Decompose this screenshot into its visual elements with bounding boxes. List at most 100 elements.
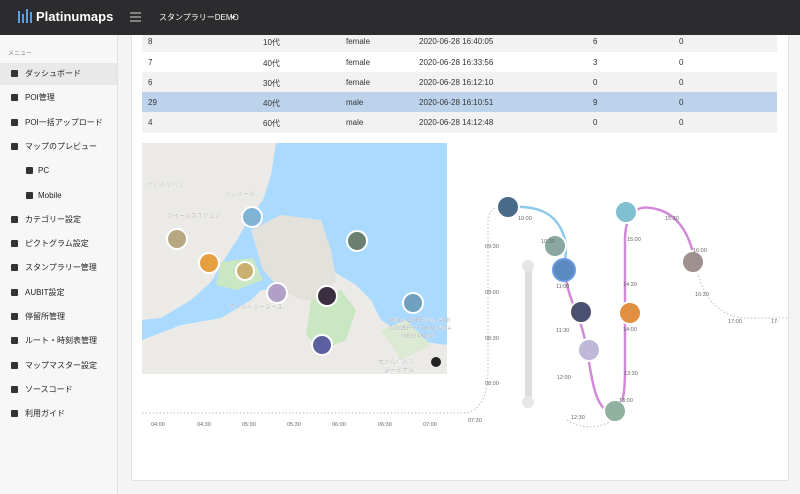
table-cell: 2020-06-28 14:12:48 <box>419 118 494 127</box>
table-row[interactable]: 7 40代 female 2020-06-28 16:33:56 3 0 <box>142 52 777 73</box>
project-selector[interactable]: スタンプラリーDEMO <box>159 13 239 22</box>
slider-track[interactable] <box>525 262 532 405</box>
menu-item[interactable]: スタンプラリー管理 <box>0 257 117 279</box>
menu-item[interactable]: カテゴリー設定 <box>0 209 117 231</box>
table-row[interactable]: 4 60代 male 2020-06-28 14:12:48 0 0 <box>142 112 777 133</box>
menu-label: 利用ガイド <box>25 409 65 419</box>
dashboard-card: けいゆう病院 展示ホール クイーンズスクエア ワールドポーターズ KING, QUEEN… <box>131 35 789 481</box>
menu-label: カテゴリー設定 <box>25 214 81 224</box>
time-label: 10:30 <box>541 239 555 245</box>
map-photo-pins[interactable] <box>166 206 424 356</box>
menu-icon <box>11 410 18 418</box>
menu-icon <box>11 94 18 102</box>
table-row[interactable]: 29 40代 male 2020-06-28 16:10:51 9 0 <box>142 92 777 113</box>
menu-item[interactable]: ピクトグラム設定 <box>0 233 117 255</box>
menu-item[interactable]: マップマスター設定 <box>0 355 117 377</box>
time-label: 08:30 <box>485 336 499 342</box>
table-cell: 29 <box>148 98 157 107</box>
table-cell: male <box>346 98 364 107</box>
menu-item[interactable]: Mobile <box>0 185 117 207</box>
menu-item[interactable]: PC <box>0 160 117 182</box>
logo[interactable]: Platinumaps <box>36 9 113 24</box>
table-cell: 2020-06-28 16:12:10 <box>419 78 494 87</box>
table-cell: 2020-06-28 16:33:56 <box>419 58 494 67</box>
menu-label: スタンプラリー管理 <box>25 263 97 273</box>
map-pier <box>251 215 336 300</box>
time-label: 11:30 <box>556 328 569 334</box>
time-label: 07:30 <box>468 418 482 424</box>
menu-icon <box>26 191 33 199</box>
menu-icon <box>11 313 18 320</box>
table-cell: 40代 <box>263 99 280 108</box>
menu-item[interactable]: ダッシュボード <box>0 63 117 85</box>
menu-label: マップマスター設定 <box>25 360 97 370</box>
logo-icon <box>18 9 32 23</box>
table-cell: 8 <box>148 37 153 46</box>
menu-label: Mobile <box>38 190 62 200</box>
menu-item[interactable]: 利用ガイド <box>0 403 117 425</box>
slider-handle[interactable] <box>522 260 534 272</box>
menu-label: POI一括アップロード <box>25 117 103 127</box>
menu-label: マップのプレビュー <box>25 141 97 151</box>
menu-icon <box>11 70 18 77</box>
table-cell: 3 <box>593 58 598 67</box>
menu-icon <box>11 240 18 248</box>
time-label: 12:30 <box>571 415 585 421</box>
menu-item[interactable]: 停留所管理 <box>0 306 117 328</box>
menu-item[interactable]: ソースコード <box>0 379 117 401</box>
slider-handle[interactable] <box>522 396 534 408</box>
map-label: 展示ホール <box>225 191 255 198</box>
menu-item[interactable]: ルート・時刻表管理 <box>0 330 117 352</box>
table-row[interactable]: 6 30代 female 2020-06-28 16:12:10 0 0 <box>142 72 777 93</box>
menu-icon <box>26 167 33 175</box>
time-label: 14:30 <box>623 282 637 288</box>
menu-label: ルート・時刻表管理 <box>25 336 97 346</box>
menu-label: POI管理 <box>25 93 55 103</box>
hamburger[interactable] <box>130 12 141 22</box>
map-land <box>142 143 276 320</box>
time-label: 04:00 <box>151 422 165 428</box>
table-cell: 10代 <box>263 38 280 47</box>
menu-heading: メニュー <box>8 51 33 57</box>
menu-icon <box>11 337 18 345</box>
timeline-photo-pins[interactable] <box>496 195 705 423</box>
menu-label: ダッシュボード <box>25 69 81 78</box>
time-label: 05:30 <box>287 422 301 428</box>
time-label: 17: <box>771 319 779 325</box>
map-info[interactable] <box>431 357 441 367</box>
time-label: 06:00 <box>332 422 346 428</box>
time-label: 13:30 <box>624 371 638 377</box>
table-cell: 2020-06-28 16:10:51 <box>419 98 494 107</box>
menu-icon <box>11 142 18 150</box>
map-land <box>142 270 447 374</box>
menu-item[interactable]: POI管理 <box>0 87 117 109</box>
time-label: 09:00 <box>485 290 499 296</box>
map-label: VIEW POINT <box>401 334 437 340</box>
menu-item[interactable]: POI一括アップロード <box>0 112 117 134</box>
dropdown-caret <box>230 15 236 19</box>
table-cell: 60代 <box>263 119 280 128</box>
table-row[interactable]: 8 10代 female 2020-06-28 16:40:05 6 0 <box>142 35 777 52</box>
time-label: 10:00 <box>518 216 532 222</box>
table-cell: female <box>346 58 371 67</box>
table-cell: 30代 <box>263 79 280 88</box>
time-label: 16:00 <box>693 248 707 254</box>
table-cell: 40代 <box>263 59 280 68</box>
menu-label: ピクトグラム設定 <box>25 239 89 249</box>
table-cell: 4 <box>148 118 153 127</box>
menu-item[interactable]: AUBIT設定 <box>0 282 117 304</box>
time-label: 15:30 <box>665 216 679 222</box>
route-purple <box>563 206 697 414</box>
menu-icon <box>11 118 18 126</box>
map-label: クイーンズスクエア <box>167 212 221 220</box>
table-cell: 0 <box>593 78 598 87</box>
table-cell: 0 <box>679 37 684 46</box>
time-label: 11:00 <box>556 284 569 290</box>
time-label: 05:00 <box>242 422 256 428</box>
menu-item[interactable]: マップのプレビュー <box>0 136 117 158</box>
menu-icon <box>11 264 18 272</box>
menu-label: PC <box>38 166 50 176</box>
menu-icon <box>11 385 18 393</box>
